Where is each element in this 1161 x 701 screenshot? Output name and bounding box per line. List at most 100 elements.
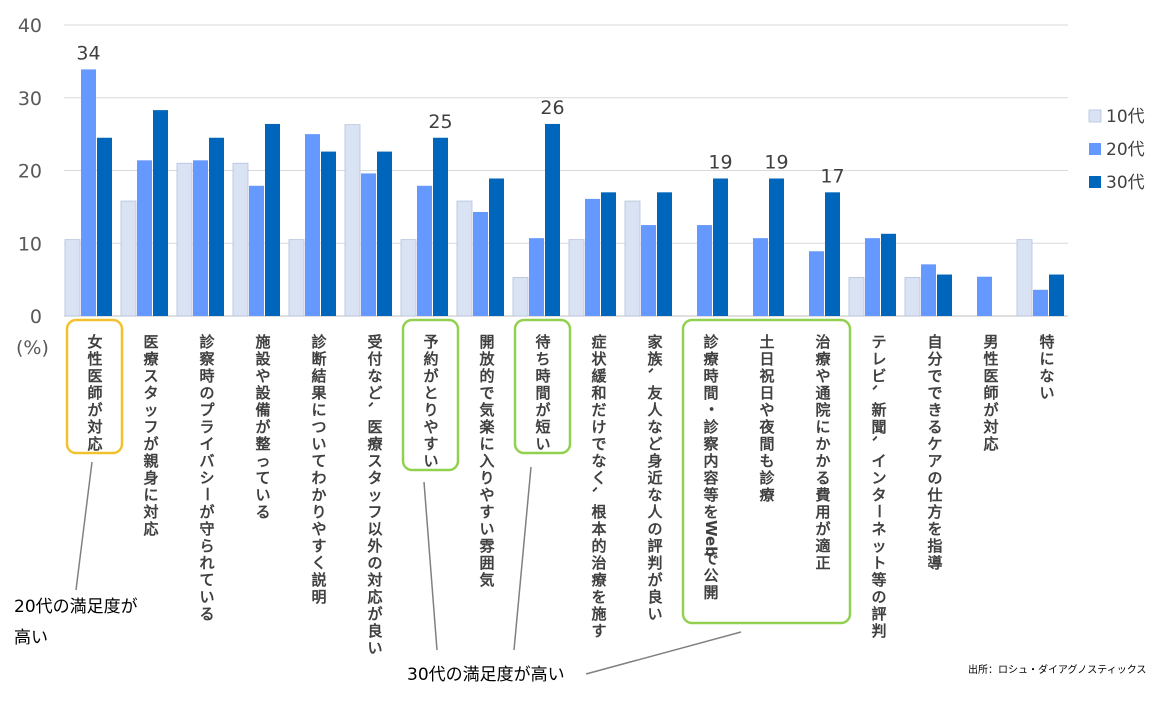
svg-text:の: の <box>647 520 662 538</box>
svg-text:通: 通 <box>815 384 830 402</box>
svg-text:新: 新 <box>871 401 886 419</box>
svg-text:つ: つ <box>311 418 326 436</box>
annotation-2-pointer-a <box>423 481 438 651</box>
data-label-2: 25 <box>428 111 452 133</box>
svg-text:以: 以 <box>367 520 382 538</box>
svg-text:で: で <box>927 367 942 385</box>
svg-text:日: 日 <box>759 384 774 402</box>
svg-text:女: 女 <box>87 333 102 351</box>
svg-text:タ: タ <box>367 469 382 487</box>
svg-text:る: る <box>199 605 214 623</box>
bar-17-20代 <box>977 276 992 316</box>
legend-label-30代: 30代 <box>1106 173 1145 193</box>
svg-text:ラ: ラ <box>199 418 214 436</box>
svg-text:対: 対 <box>142 503 158 521</box>
bar-14-30代 <box>825 192 840 316</box>
svg-text:・: ・ <box>702 401 720 416</box>
svg-text:や: や <box>423 418 438 436</box>
svg-text:身: 身 <box>647 452 662 470</box>
bar-3-20代 <box>193 160 208 316</box>
svg-text:性: 性 <box>87 350 102 368</box>
svg-text:守: 守 <box>199 520 214 538</box>
svg-text:友: 友 <box>647 384 662 402</box>
data-label-5: 19 <box>764 152 788 174</box>
svg-text:用: 用 <box>815 503 830 521</box>
bar-10-10代 <box>568 239 585 317</box>
data-label-6: 17 <box>820 165 844 187</box>
svg-text:テ: テ <box>871 333 886 351</box>
data-label-3: 26 <box>540 97 564 119</box>
svg-text:で: で <box>591 435 606 453</box>
bar-12-20代 <box>697 225 712 316</box>
svg-text:対: 対 <box>366 571 382 589</box>
svg-text:り: り <box>423 401 438 419</box>
svg-text:和: 和 <box>591 384 606 402</box>
svg-text:タ: タ <box>143 384 158 402</box>
svg-text:な: な <box>1039 367 1054 385</box>
svg-text:を: を <box>703 503 718 521</box>
svg-text:い: い <box>311 435 326 453</box>
svg-text:診: 診 <box>199 333 215 351</box>
svg-text:的: 的 <box>591 537 606 555</box>
bar-12-30代 <box>713 178 728 316</box>
svg-text:間: 間 <box>703 384 718 402</box>
source-note: 出所：ロシュ・ダイアグノスティックス <box>968 663 1146 676</box>
svg-text:症: 症 <box>591 333 606 351</box>
svg-text:を: を <box>927 520 942 538</box>
svg-text:ン: ン <box>871 469 886 487</box>
svg-text:状: 状 <box>591 350 607 368</box>
svg-text:っ: っ <box>255 452 270 470</box>
svg-text:が: が <box>87 401 103 419</box>
bar-5-10代 <box>288 239 305 317</box>
svg-text:が: が <box>535 401 551 419</box>
svg-text:医: 医 <box>143 333 158 351</box>
svg-text:土: 土 <box>759 333 774 351</box>
svg-text:入: 入 <box>479 452 494 470</box>
svg-text:に: に <box>1039 350 1054 368</box>
svg-text:日: 日 <box>759 350 774 368</box>
svg-text:で: で <box>927 384 942 402</box>
svg-text:診: 診 <box>311 333 327 351</box>
svg-text:内: 内 <box>703 452 718 470</box>
svg-text:も: も <box>759 452 774 470</box>
bar-7-10代 <box>400 239 417 317</box>
svg-text:備: 備 <box>255 401 270 419</box>
svg-text:ネ: ネ <box>871 520 886 538</box>
svg-text:特: 特 <box>1039 333 1054 351</box>
svg-text:の: の <box>927 469 942 487</box>
bar-10-20代 <box>585 198 600 316</box>
svg-text:緩: 緩 <box>591 367 607 385</box>
bar-1-10代 <box>64 239 81 317</box>
svg-text:対: 対 <box>86 418 102 436</box>
svg-text:の: の <box>199 384 214 402</box>
svg-text:気: 気 <box>479 401 494 419</box>
bar-8-30代 <box>489 178 504 316</box>
highlight-box-2-2 <box>513 318 572 455</box>
svg-text:祝: 祝 <box>759 367 774 385</box>
svg-text:に: に <box>815 418 830 436</box>
svg-text:時: 時 <box>535 367 550 385</box>
svg-text:て: て <box>311 452 326 470</box>
annotation-2-text: 30代の満足度が高い <box>407 665 565 685</box>
bar-13-20代 <box>753 238 768 316</box>
svg-text:か: か <box>815 435 830 453</box>
svg-text:結: 結 <box>311 367 326 385</box>
svg-text:や: や <box>815 367 830 385</box>
svg-text:療: 療 <box>367 435 383 453</box>
svg-text:シ: シ <box>199 469 214 487</box>
svg-text:施: 施 <box>255 333 270 351</box>
svg-text:説: 説 <box>311 571 326 589</box>
svg-text:て: て <box>199 571 214 589</box>
svg-text:間: 間 <box>759 435 774 453</box>
svg-text:診: 診 <box>703 333 719 351</box>
svg-text:良: 良 <box>367 622 382 640</box>
gridlines <box>64 24 1068 317</box>
svg-text:受: 受 <box>367 333 382 351</box>
svg-text:れ: れ <box>199 554 214 572</box>
svg-text:応: 応 <box>367 588 382 606</box>
svg-text:イ: イ <box>871 452 886 470</box>
